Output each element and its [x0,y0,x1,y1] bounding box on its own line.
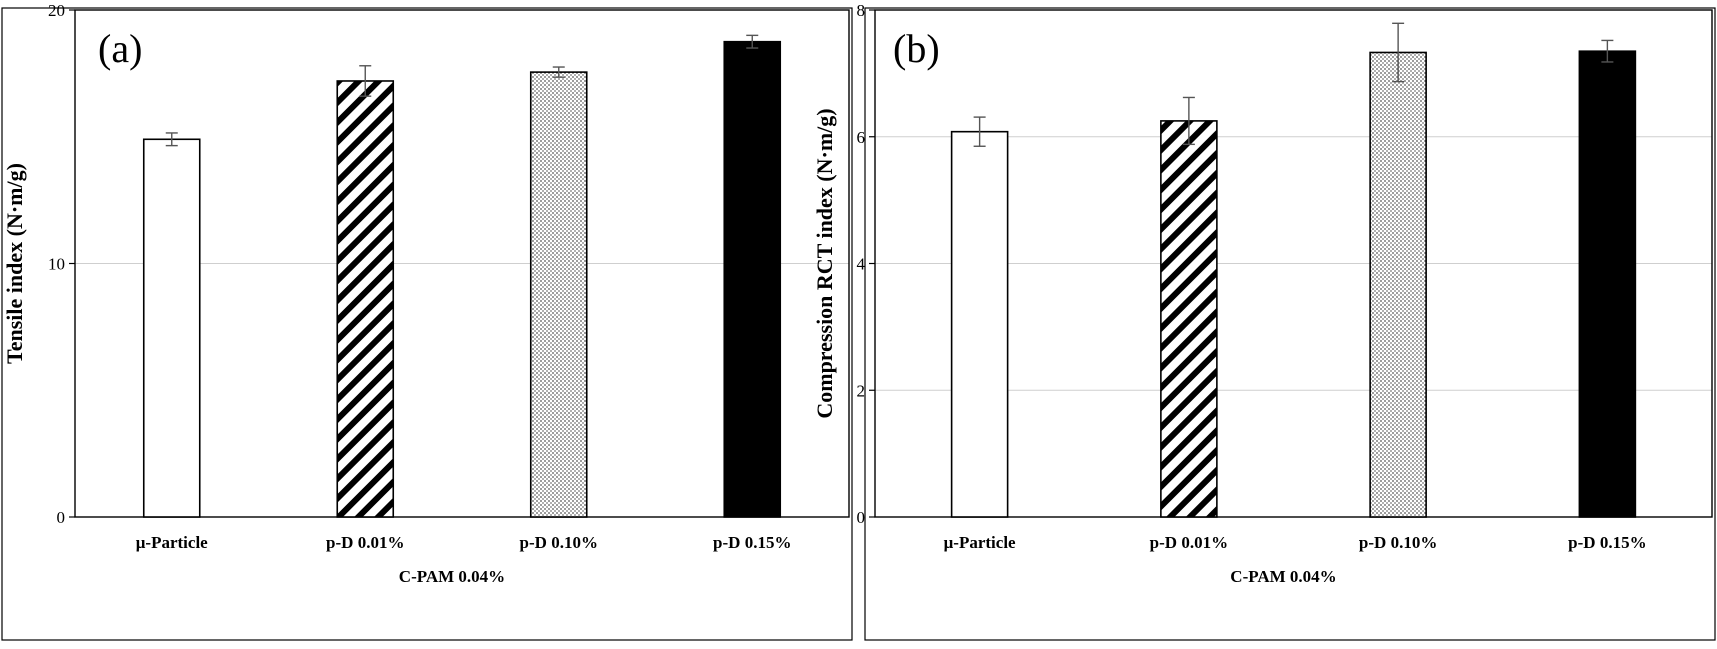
y-tick-label: 4 [857,255,866,274]
y-tick-label: 2 [857,381,866,400]
error-bar-1 [973,116,986,147]
y-axis-label: Compression RCT index (N·m/g) [812,108,837,418]
x-category-label: p-D 0.10% [1359,533,1437,552]
y-tick-label: 0 [857,508,866,527]
panel-label: (b) [893,26,940,71]
bar-3 [1369,51,1427,518]
bar-2 [336,80,395,518]
x-group-label: C-PAM 0.04% [399,567,505,586]
chart-panel-a: 0 10 20 μ-Particle p-D 0.01% p-D 0.10% p-D 0.1… [1,1,853,641]
y-tick-label: 0 [57,508,66,527]
y-tick-label: 20 [48,1,65,20]
chart-panel-b: 0 2 4 6 8 μ-Particle p-D 0.01% p-D 0.10% p-D 0.1… [812,1,1716,641]
x-category-label: μ-Particle [136,533,208,552]
x-category-label: p-D 0.15% [713,533,791,552]
x-category-label: μ-Particle [944,533,1016,552]
error-bar-3 [1392,22,1405,83]
bar-4 [723,40,782,518]
bar-1 [950,130,1009,518]
x-category-label: p-D 0.10% [520,533,598,552]
panel-frame [1,7,853,641]
error-bar-3 [552,66,565,78]
panel-frame [864,7,1716,641]
y-tick-label: 8 [857,1,866,20]
x-category-label: p-D 0.15% [1568,533,1646,552]
x-group-label: C-PAM 0.04% [1230,567,1336,586]
error-bar-4 [1601,39,1614,63]
error-bar-2 [359,65,372,97]
bar-2 [1160,120,1218,518]
bar-4 [1578,50,1637,518]
x-category-label: p-D 0.01% [1150,533,1228,552]
bar-1 [142,138,201,518]
y-tick-label: 10 [48,255,65,274]
panel-label: (a) [98,26,142,71]
x-category-label: p-D 0.01% [326,533,404,552]
error-bar-2 [1182,96,1195,146]
y-tick-label: 6 [857,128,866,147]
error-bar-4 [746,34,759,49]
error-bar-1 [165,132,178,147]
bar-3 [529,71,588,518]
y-axis-label: Tensile index (N·m/g) [2,163,27,364]
